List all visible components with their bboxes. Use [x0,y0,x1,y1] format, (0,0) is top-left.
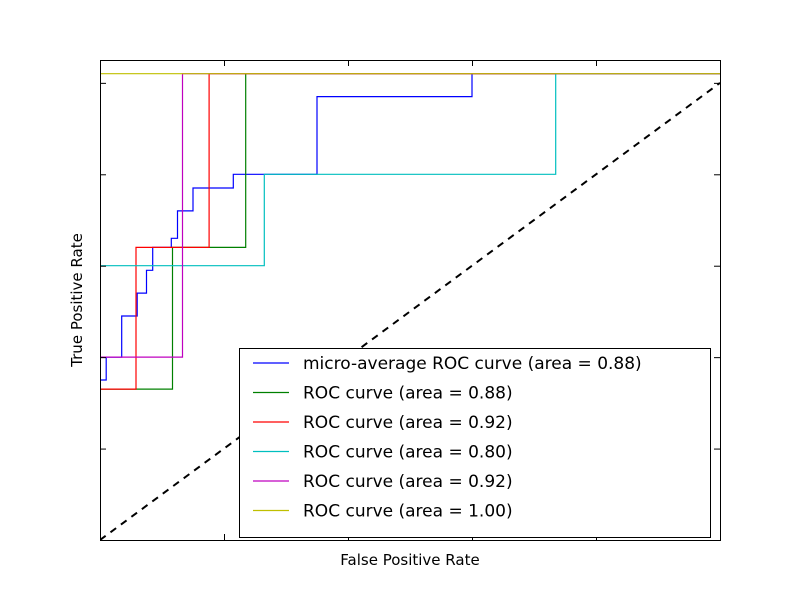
series-line-0 [100,73,720,385]
series-line-3 [100,73,720,267]
legend-label-0: micro-average ROC curve (area = 0.88) [303,354,642,374]
legend-label-2: ROC curve (area = 0.92) [303,413,513,433]
legend-label-5: ROC curve (area = 1.00) [303,502,513,522]
axes-frame [100,60,721,541]
legend-label-3: ROC curve (area = 0.80) [303,443,513,463]
legend-label-1: ROC curve (area = 0.88) [303,384,513,404]
legend-box [239,348,711,538]
series-line-1 [100,73,720,390]
series-line-2 [100,73,720,390]
series-line-4 [100,73,720,358]
x-axis-label: False Positive Rate [340,551,479,569]
chance-reference-line [100,82,720,540]
y-axis-label: True Positive Rate [68,233,86,368]
legend: micro-average ROC curve (area = 0.88) ROC… [239,348,711,538]
plot-lines [100,73,720,540]
legend-label-4: ROC curve (area = 0.92) [303,472,513,492]
